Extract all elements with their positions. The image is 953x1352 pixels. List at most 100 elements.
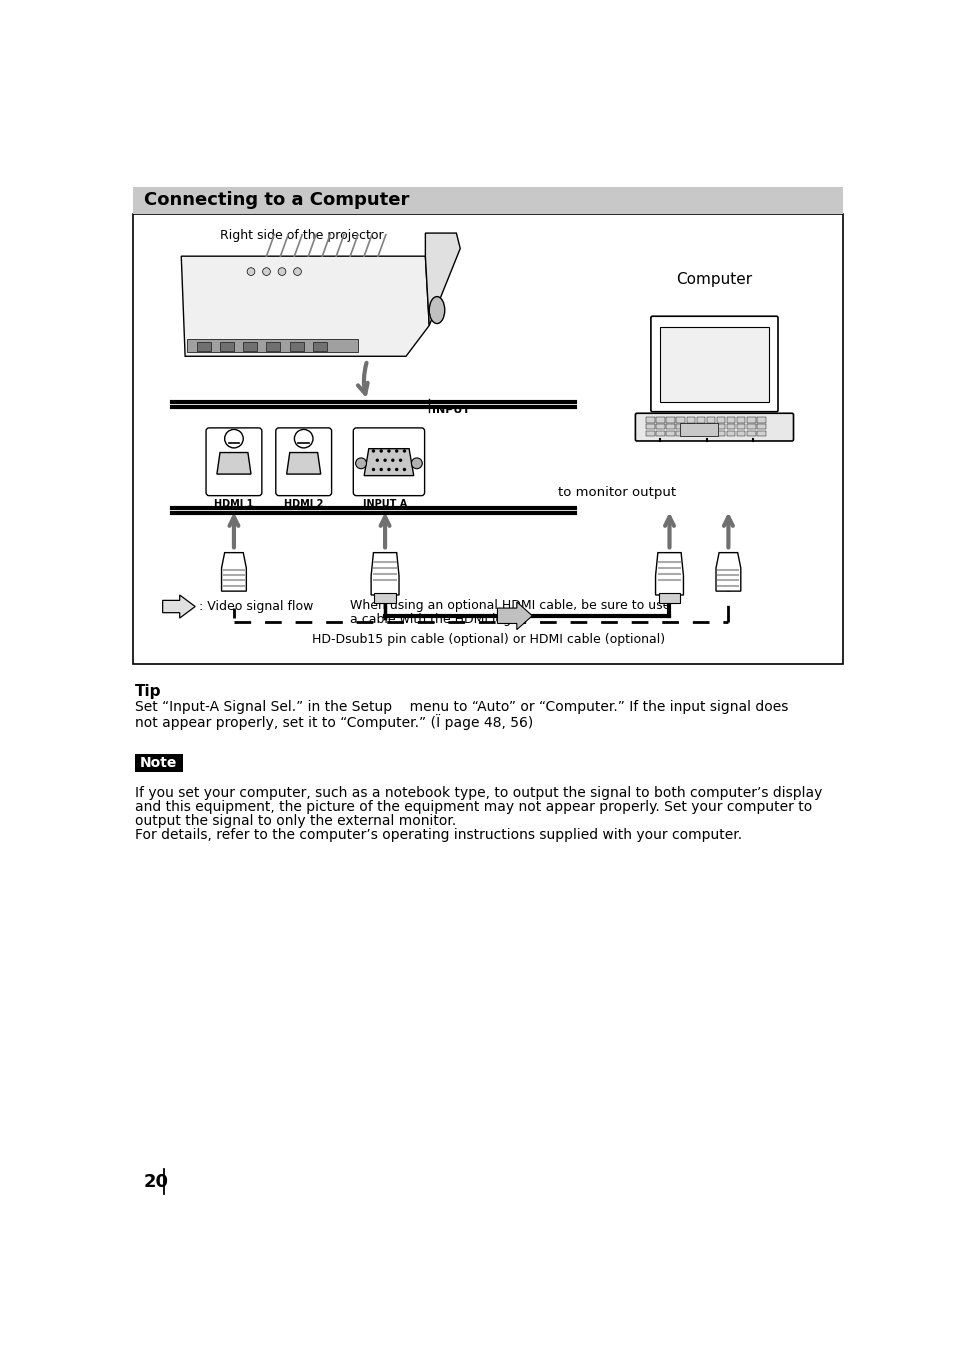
Bar — [757, 418, 765, 423]
Circle shape — [379, 468, 382, 470]
Bar — [266, 342, 280, 352]
Bar — [736, 418, 744, 423]
Circle shape — [379, 449, 382, 453]
Bar — [706, 431, 715, 437]
Circle shape — [395, 468, 398, 470]
Bar — [726, 425, 735, 430]
FancyBboxPatch shape — [650, 316, 778, 412]
Text: HDMI 1: HDMI 1 — [214, 499, 253, 508]
Circle shape — [294, 268, 301, 276]
Bar — [666, 425, 674, 430]
Text: a cable with the HDMI logo.: a cable with the HDMI logo. — [350, 612, 522, 626]
Text: Note: Note — [140, 756, 177, 769]
Text: Connecting to a Computer: Connecting to a Computer — [144, 192, 409, 210]
Polygon shape — [221, 553, 246, 591]
Circle shape — [383, 458, 386, 462]
Bar — [706, 418, 715, 423]
Text: not appear properly, set it to “Computer.” (Ï page 48, 56): not appear properly, set it to “Computer… — [134, 714, 533, 730]
Text: 20: 20 — [144, 1172, 169, 1191]
Circle shape — [391, 458, 395, 462]
Bar — [133, 187, 842, 214]
Circle shape — [387, 468, 390, 470]
Circle shape — [355, 458, 366, 469]
Polygon shape — [497, 602, 532, 630]
Bar — [686, 425, 695, 430]
Bar — [645, 418, 654, 423]
Bar — [656, 431, 664, 437]
Circle shape — [278, 268, 286, 276]
Bar — [645, 431, 654, 437]
Bar — [746, 431, 755, 437]
Polygon shape — [162, 595, 195, 618]
Bar — [666, 418, 674, 423]
Bar — [645, 425, 654, 430]
FancyBboxPatch shape — [275, 427, 332, 496]
Bar — [676, 425, 684, 430]
Bar — [706, 425, 715, 430]
Polygon shape — [364, 449, 414, 476]
Text: HDMI 2: HDMI 2 — [284, 499, 323, 508]
Text: For details, refer to the computer’s operating instructions supplied with your c: For details, refer to the computer’s ope… — [134, 827, 741, 841]
Circle shape — [398, 458, 402, 462]
Bar — [676, 431, 684, 437]
Bar — [726, 418, 735, 423]
Text: : Video signal flow: : Video signal flow — [199, 600, 314, 612]
Polygon shape — [716, 553, 740, 591]
Bar — [757, 431, 765, 437]
Bar — [696, 431, 704, 437]
Circle shape — [395, 449, 398, 453]
Bar — [757, 425, 765, 430]
Text: When using an optional HDMI cable, be sure to use: When using an optional HDMI cable, be su… — [350, 599, 670, 612]
Bar — [134, 753, 183, 772]
Text: INPUT A: INPUT A — [362, 499, 407, 508]
FancyBboxPatch shape — [353, 427, 424, 496]
Polygon shape — [181, 256, 429, 357]
Circle shape — [387, 449, 390, 453]
Bar — [686, 418, 695, 423]
Bar — [696, 425, 704, 430]
Circle shape — [372, 449, 375, 453]
Circle shape — [247, 268, 254, 276]
Bar — [243, 342, 257, 352]
Circle shape — [375, 458, 378, 462]
Text: Right side of the projector: Right side of the projector — [220, 228, 383, 242]
Ellipse shape — [429, 296, 444, 323]
Bar — [716, 431, 724, 437]
Text: Tip: Tip — [134, 684, 161, 699]
Text: Computer: Computer — [676, 272, 752, 287]
Bar — [374, 594, 395, 603]
Bar — [187, 338, 357, 353]
Bar — [716, 425, 724, 430]
Polygon shape — [371, 553, 398, 595]
Bar — [726, 431, 735, 437]
Bar — [290, 342, 303, 352]
Text: to monitor output: to monitor output — [557, 487, 675, 499]
Polygon shape — [425, 233, 459, 326]
Bar — [656, 418, 664, 423]
Circle shape — [224, 430, 243, 448]
Text: output the signal to only the external monitor.: output the signal to only the external m… — [134, 814, 456, 827]
Bar — [676, 418, 684, 423]
Bar — [686, 431, 695, 437]
Text: INPUT: INPUT — [431, 404, 469, 415]
Circle shape — [411, 458, 422, 469]
Bar — [133, 214, 842, 664]
Bar — [746, 418, 755, 423]
Circle shape — [372, 468, 375, 470]
Bar — [666, 431, 674, 437]
Bar — [679, 423, 718, 437]
Bar — [196, 342, 211, 352]
Bar — [746, 425, 755, 430]
Text: Set “Input-A Signal Sel.” in the Setup    menu to “Auto” or “Computer.” If the i: Set “Input-A Signal Sel.” in the Setup m… — [134, 700, 787, 714]
Polygon shape — [655, 553, 682, 595]
Bar — [716, 418, 724, 423]
Bar — [656, 425, 664, 430]
FancyBboxPatch shape — [635, 414, 793, 441]
FancyBboxPatch shape — [206, 427, 261, 496]
Polygon shape — [286, 453, 320, 475]
Polygon shape — [216, 453, 251, 475]
Circle shape — [294, 430, 313, 448]
Bar — [659, 327, 768, 403]
Bar — [220, 342, 233, 352]
Circle shape — [262, 268, 270, 276]
